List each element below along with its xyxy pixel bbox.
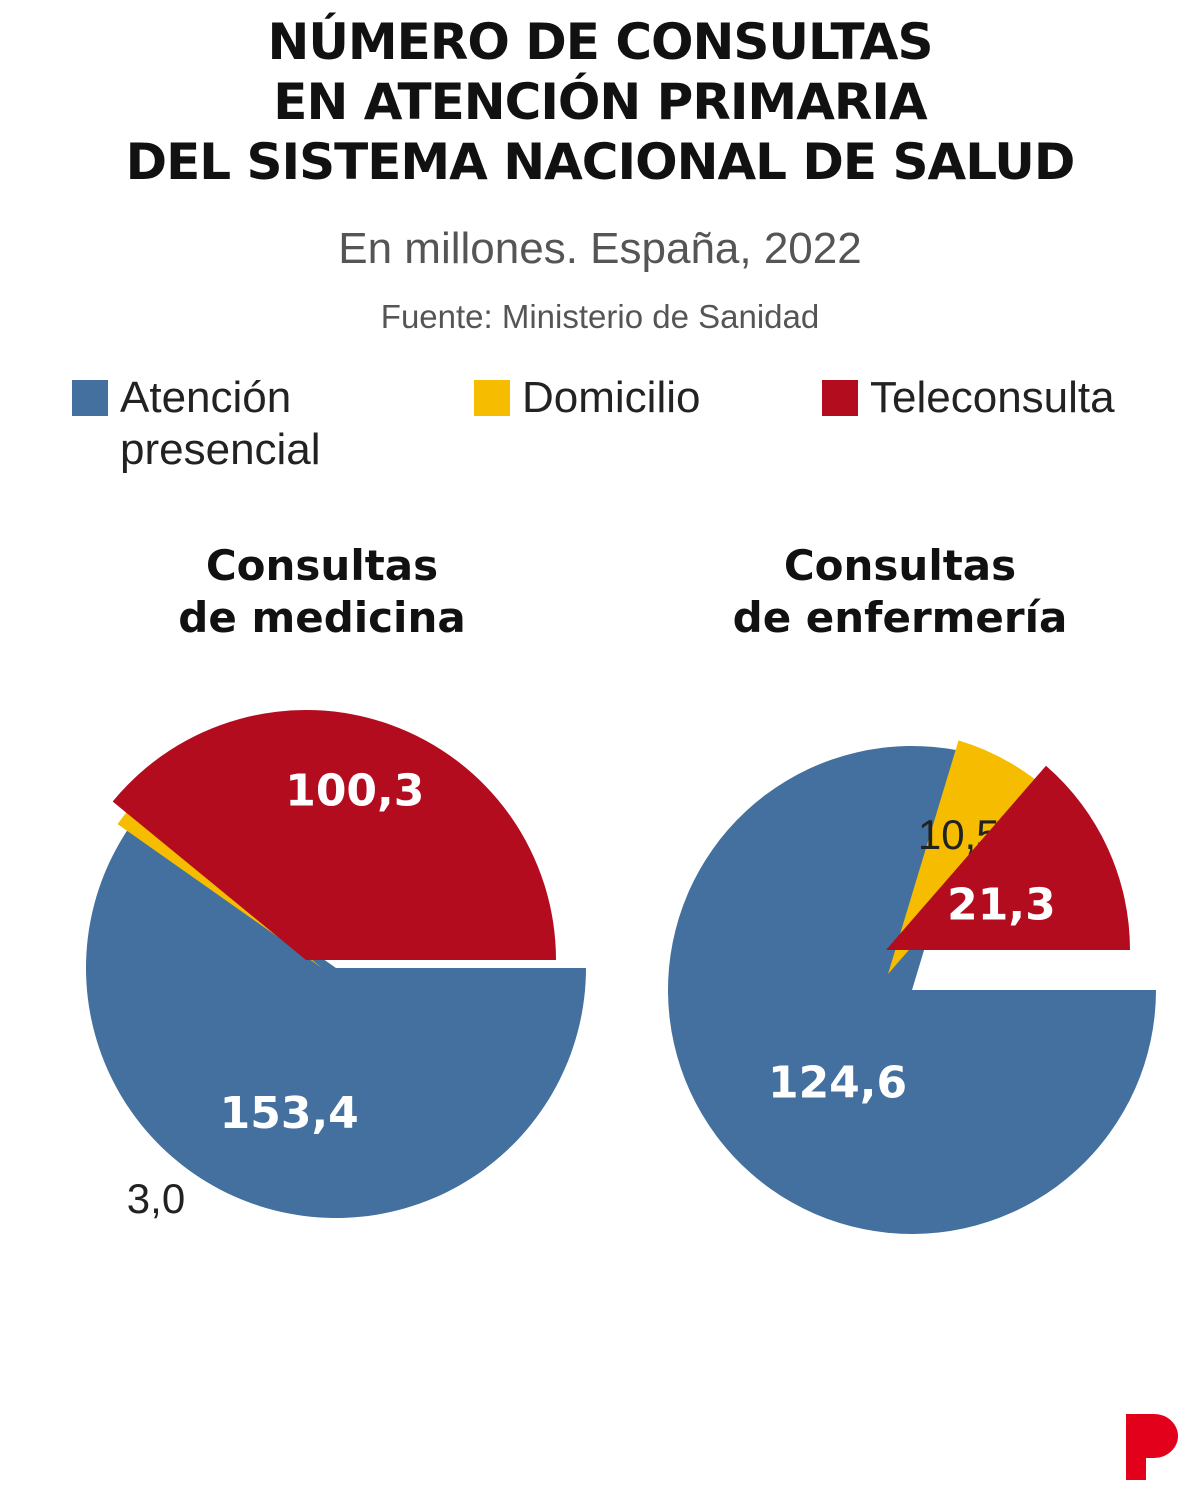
legend-label-atencion-presencial: Atención presencial: [120, 372, 321, 476]
pie-slice-teleconsulta: [886, 765, 1130, 950]
legend-swatch-atencion-presencial: [72, 380, 108, 416]
pie-title-line: de medicina: [178, 593, 466, 642]
legend-label-line: Atención: [120, 373, 292, 422]
pie-title-line: de enfermería: [732, 593, 1068, 642]
pie-data-label: 153,4: [220, 1088, 359, 1139]
legend-label-domicilio: Domicilio: [522, 372, 700, 424]
legend-label-line: Teleconsulta: [870, 373, 1115, 422]
chart-title-line-2: EN ATENCIÓN PRIMARIA: [273, 73, 927, 131]
pie-title-line: Consultas: [783, 541, 1017, 590]
periodico-p-logo-icon: [1126, 1414, 1178, 1480]
legend-swatch-domicilio: [474, 380, 510, 416]
pie-title-enfermeria: Consultas de enfermería: [660, 540, 1140, 644]
pie-slice-teleconsulta: [112, 710, 556, 960]
pie-data-label: 124,6: [768, 1057, 907, 1108]
legend-swatch-teleconsulta: [822, 380, 858, 416]
chart-subtitle: En millones. España, 2022: [338, 224, 862, 273]
chart-title: NÚMERO DE CONSULTAS EN ATENCIÓN PRIMARIA…: [0, 12, 1200, 192]
source-note: Fuente: Ministerio de Sanidad: [380, 298, 820, 335]
chart-title-line-3: DEL SISTEMA NACIONAL DE SALUD: [125, 133, 1076, 191]
pie-data-label: 100,3: [285, 765, 424, 816]
pie-data-label: 3,0: [127, 1175, 185, 1222]
legend-label-line: presencial: [120, 425, 321, 474]
legend-label-line: Domicilio: [522, 373, 701, 422]
pie-slice-atencion-presencial: [667, 745, 1156, 1234]
legend-label-teleconsulta: Teleconsulta: [870, 372, 1115, 424]
pie-title-line: Consultas: [205, 541, 439, 590]
pie-data-label: 21,3: [947, 879, 1056, 930]
pie-title-medicina: Consultas de medicina: [82, 540, 562, 644]
chart-title-line-1: NÚMERO DE CONSULTAS: [267, 13, 933, 71]
pie-chart-medicina: 153,4 3,0 100,3: [85, 710, 586, 1222]
pie-slice-atencion-presencial: [85, 824, 586, 1218]
pie-chart-enfermeria: 124,610,521,3: [667, 740, 1156, 1234]
